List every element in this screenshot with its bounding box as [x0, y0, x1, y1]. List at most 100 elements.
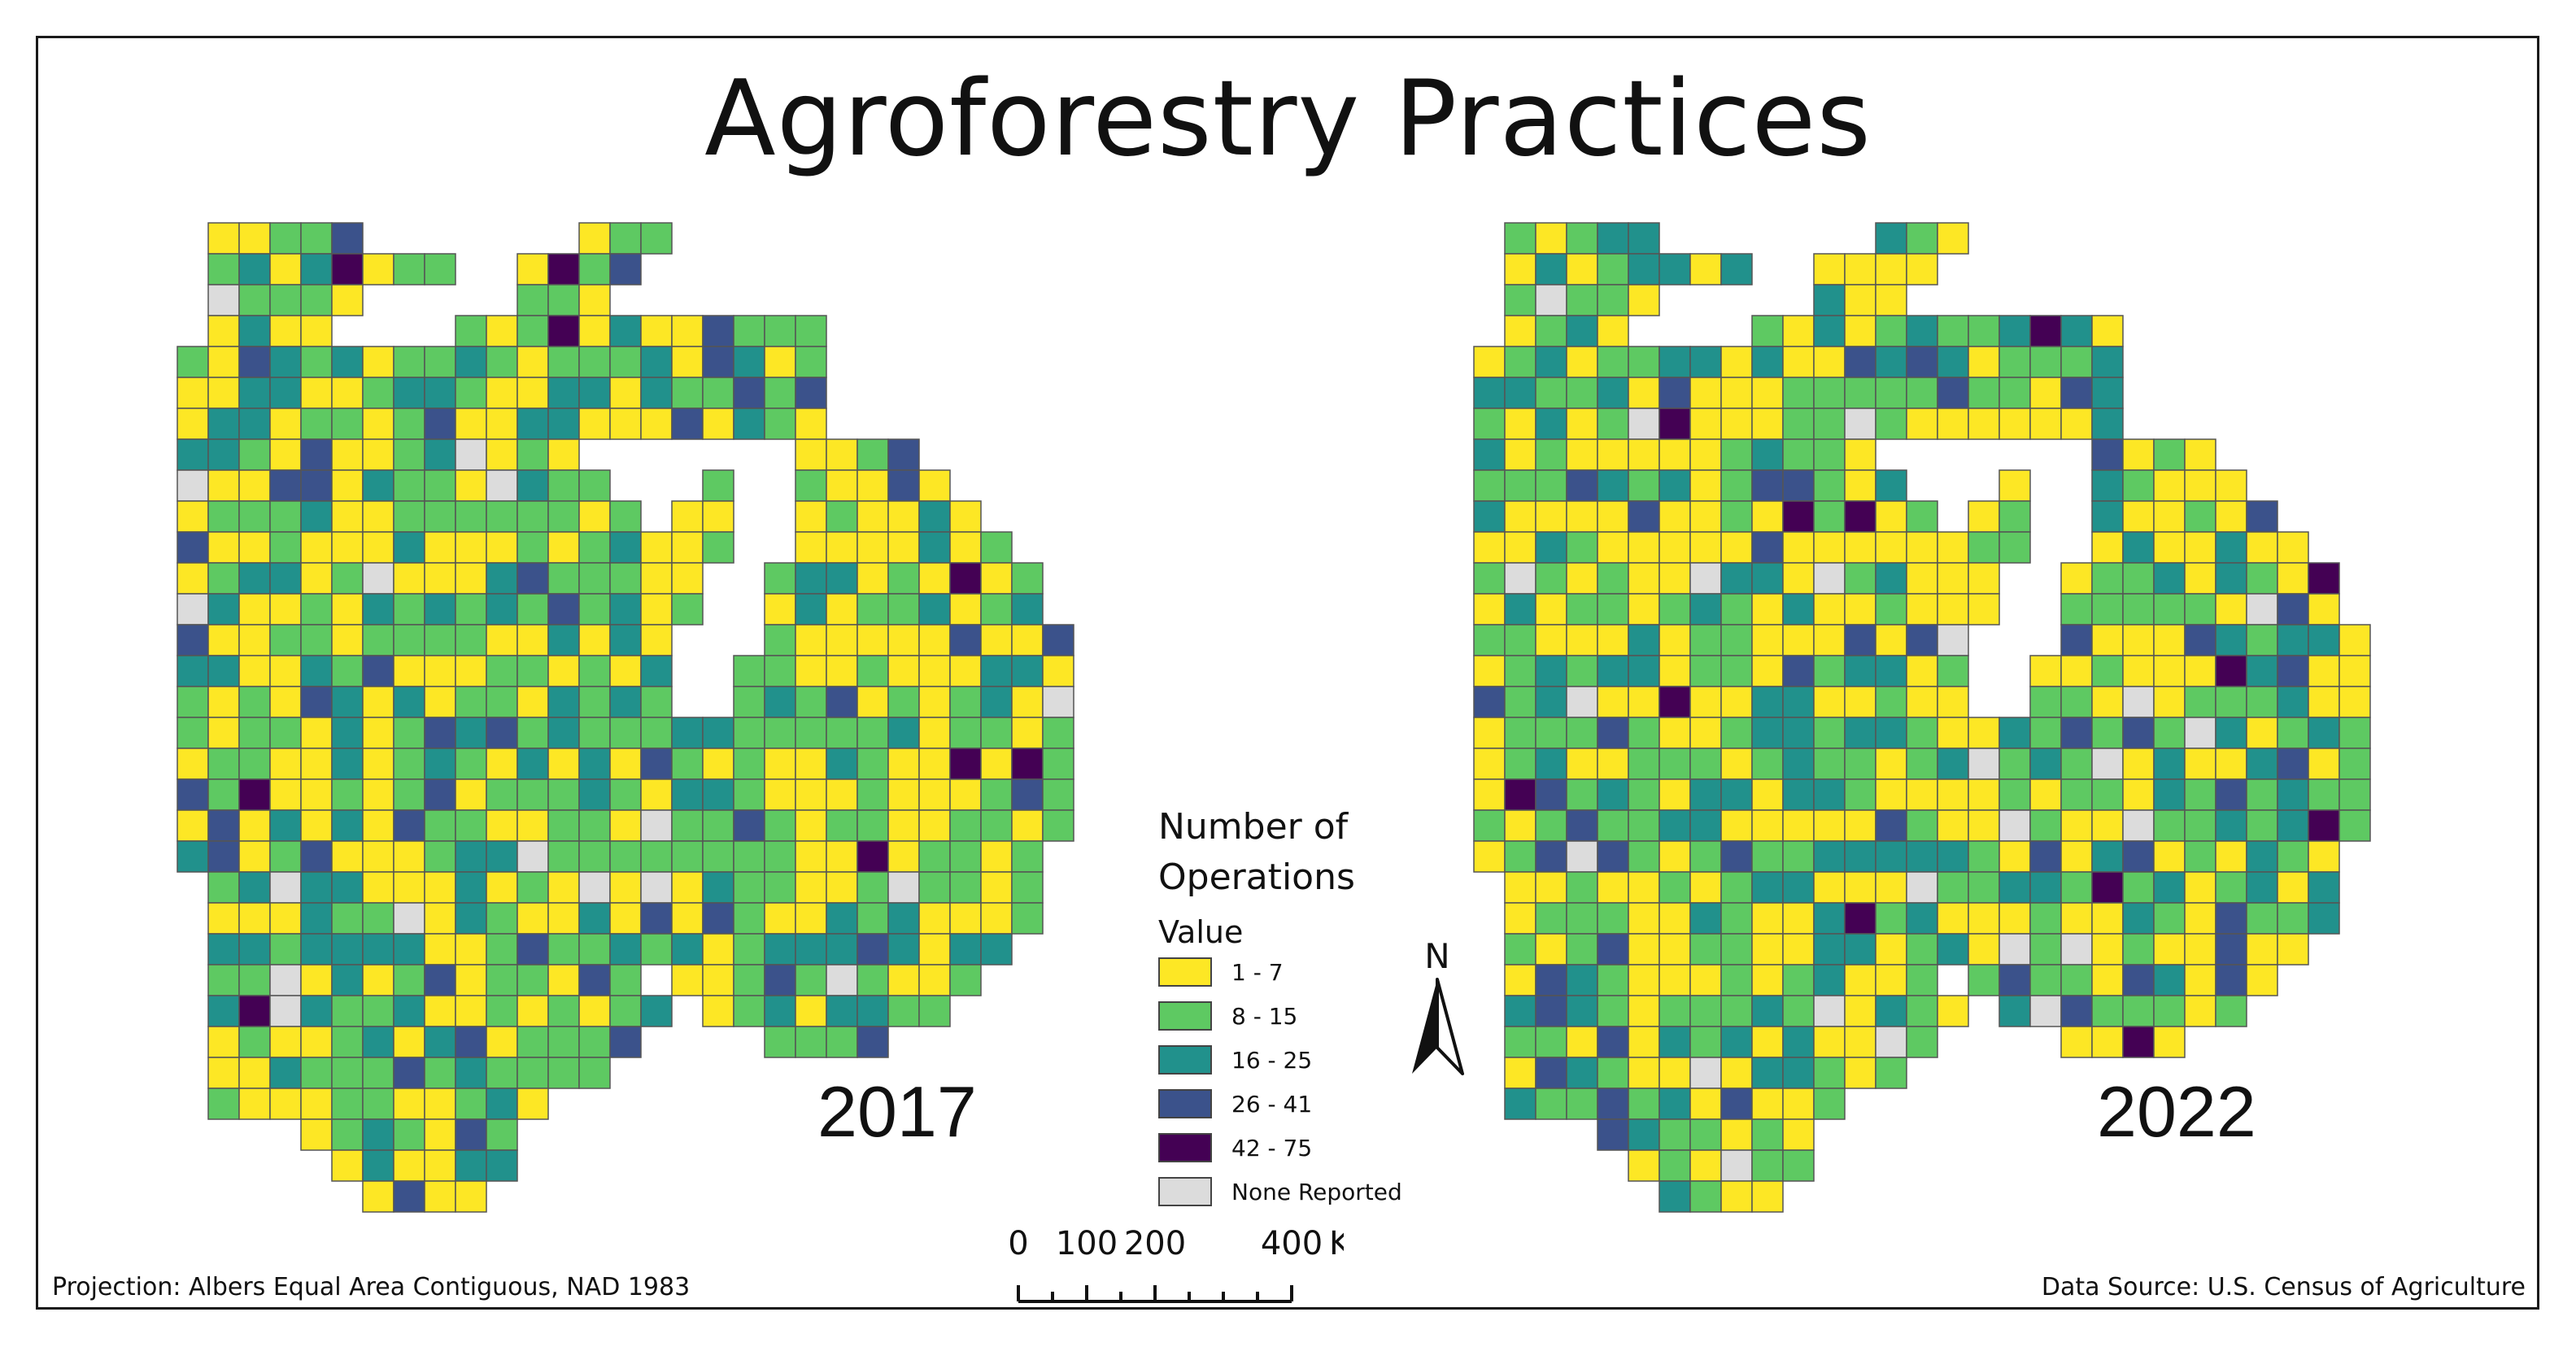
county-cell [177, 531, 209, 564]
county-cell [887, 778, 920, 811]
county-cell [1751, 748, 1784, 780]
county-cell [764, 964, 796, 996]
county-cell [2060, 717, 2093, 749]
county-cell [1813, 593, 1846, 626]
county-cell [1998, 871, 2031, 904]
county-cell [640, 222, 673, 255]
county-cell [826, 995, 858, 1027]
county-cell [2246, 624, 2278, 656]
county-cell [238, 964, 271, 996]
county-cell [856, 531, 889, 564]
county-cell [578, 1057, 611, 1089]
legend-swatch [1158, 1177, 1212, 1206]
county-cell [609, 871, 642, 904]
county-cell [2153, 593, 2186, 626]
county-cell [764, 686, 796, 718]
county-cell [949, 686, 982, 718]
county-cell [887, 500, 920, 533]
county-cell [764, 346, 796, 378]
county-cell [1504, 655, 1536, 687]
county-cell [1813, 748, 1846, 780]
county-cell [918, 624, 951, 656]
county-cell [517, 284, 549, 316]
county-cell [1628, 624, 1660, 656]
county-cell [207, 1026, 240, 1058]
county-cell [1782, 778, 1815, 811]
county-cell [1597, 284, 1629, 316]
county-cell [269, 469, 302, 502]
county-cell [1504, 964, 1536, 996]
county-cell [2029, 717, 2062, 749]
county-cell [207, 995, 240, 1027]
county-cell [1504, 469, 1536, 502]
county-cell [1937, 933, 1969, 966]
county-cell [362, 717, 394, 749]
county-cell [1535, 871, 1567, 904]
county-cell [1473, 655, 1506, 687]
county-cell [856, 593, 889, 626]
county-cell [1504, 438, 1536, 471]
county-cell [887, 531, 920, 564]
county-cell [1751, 438, 1784, 471]
county-cell [640, 778, 673, 811]
county-cell [2060, 1026, 2093, 1058]
legend-item: 1 - 7 [1158, 950, 1451, 994]
county-cell [1937, 995, 1969, 1027]
county-cell [238, 500, 271, 533]
county-cell [1628, 933, 1660, 966]
county-cell [1689, 438, 1722, 471]
county-cell [949, 778, 982, 811]
county-cell [640, 531, 673, 564]
county-cell [424, 438, 456, 471]
county-cell [1658, 469, 1691, 502]
county-cell [1751, 1026, 1784, 1058]
county-cell [1844, 655, 1876, 687]
county-cell [2091, 964, 2124, 996]
county-cell [826, 778, 858, 811]
county-cell [1720, 438, 1753, 471]
county-cell [1998, 315, 2031, 347]
county-cell [300, 1057, 333, 1089]
county-cell [455, 1180, 487, 1213]
county-cell [238, 222, 271, 255]
county-cell [424, 469, 456, 502]
county-cell [795, 500, 827, 533]
county-cell [486, 1088, 518, 1120]
county-cell [887, 717, 920, 749]
county-cell [578, 933, 611, 966]
county-cell [269, 284, 302, 316]
county-cell [1906, 500, 1938, 533]
county-cell [980, 840, 1013, 873]
county-cell [1011, 902, 1044, 935]
county-cell [2091, 902, 2124, 935]
county-cell [2091, 469, 2124, 502]
county-cell [2153, 778, 2186, 811]
county-cell [393, 624, 425, 656]
county-cell [795, 778, 827, 811]
county-cell [2122, 871, 2155, 904]
county-cell [764, 408, 796, 440]
county-cell [1504, 717, 1536, 749]
county-cell [1689, 593, 1722, 626]
county-cell [486, 1149, 518, 1182]
county-cell [764, 809, 796, 842]
county-cell [1937, 315, 1969, 347]
county-cell [486, 593, 518, 626]
county-cell [486, 655, 518, 687]
county-cell [1782, 593, 1815, 626]
county-cell [1782, 686, 1815, 718]
county-cell [300, 469, 333, 502]
county-cell [2091, 500, 2124, 533]
county-cell [517, 562, 549, 595]
county-cell [1937, 902, 1969, 935]
county-cell [1628, 748, 1660, 780]
county-cell [1504, 871, 1536, 904]
county-cell [1566, 964, 1598, 996]
county-cell [2215, 686, 2247, 718]
county-cell [1906, 531, 1938, 564]
county-cell [764, 933, 796, 966]
county-cell [362, 1118, 394, 1151]
county-cell [2184, 995, 2216, 1027]
county-cell [1937, 408, 1969, 440]
county-cell [1813, 377, 1846, 409]
